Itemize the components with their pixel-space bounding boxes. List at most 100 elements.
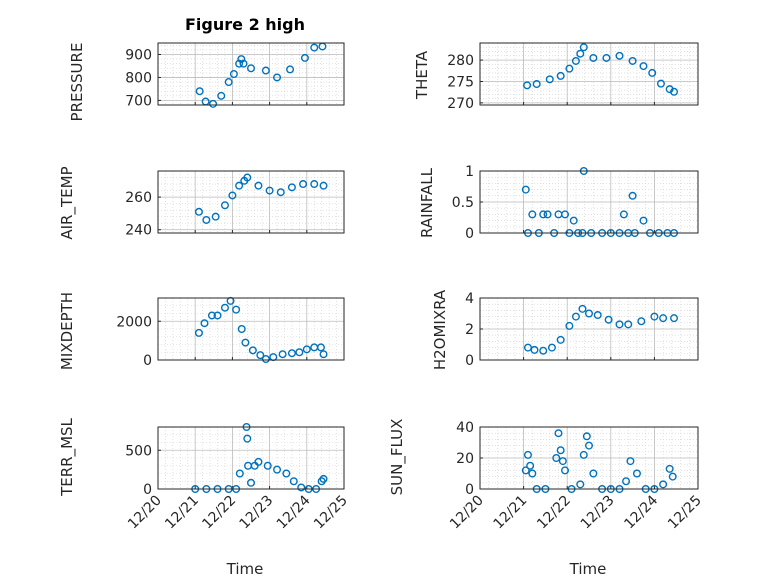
data-point [256, 351, 265, 360]
data-point [637, 317, 646, 326]
axes-box [157, 170, 345, 234]
data-point [565, 64, 574, 73]
data-point [310, 180, 319, 189]
data-point [604, 315, 613, 324]
data-point [213, 311, 222, 320]
y-tick-label: 4 [465, 291, 474, 307]
axes-air-temp: AIR_TEMP 240 260 [58, 166, 345, 240]
data-point [265, 186, 274, 195]
data-point [232, 305, 241, 314]
data-point [571, 312, 580, 321]
data-point [558, 457, 567, 466]
data-point [297, 483, 306, 492]
data-point [545, 75, 554, 84]
x-tick-label: 12/23 [237, 493, 277, 533]
data-point [202, 215, 211, 224]
data-point [626, 457, 635, 466]
y-tick-label: 2 [465, 322, 474, 338]
data-point [235, 181, 244, 190]
y-tick-label: 1 [465, 164, 474, 180]
data-point [552, 454, 561, 463]
ylabel-sun-flux: SUN_FLUX [388, 419, 407, 496]
data-point [593, 311, 602, 320]
data-point [539, 210, 548, 219]
axes-box [479, 42, 699, 106]
data-point [241, 338, 250, 347]
y-tick-label: 20 [456, 451, 474, 467]
figure-title: Figure 2 high [185, 15, 305, 34]
xlabel-left: Time [226, 560, 264, 578]
data-point [585, 441, 594, 450]
data-point [229, 69, 238, 78]
ylabel-pressure: PRESSURE [68, 43, 86, 122]
data-point [239, 59, 248, 68]
data-point [273, 73, 282, 82]
data-point [211, 212, 220, 221]
axes-mixdepth: MIXDEPTH 0 2000 [58, 292, 345, 370]
data-point [287, 349, 296, 358]
data-point [195, 87, 204, 96]
data-point [276, 188, 285, 197]
data-point [556, 446, 565, 455]
data-point [254, 457, 263, 466]
data-point [526, 461, 535, 470]
data-point [665, 464, 674, 473]
data-point [319, 350, 328, 359]
data-point [310, 43, 319, 52]
data-point [585, 309, 594, 318]
data-point [659, 314, 668, 323]
data-point [261, 355, 270, 364]
data-point [576, 49, 585, 58]
y-tick-label: 275 [447, 74, 474, 90]
axes-h2omixra: H2OMIXRA 0 2 4 [431, 289, 699, 370]
data-point [295, 348, 304, 357]
data-point [243, 173, 252, 182]
xlabel-right: Time [569, 560, 607, 578]
data-point [554, 429, 563, 438]
axes-background [480, 43, 698, 105]
data-point [547, 343, 556, 352]
x-tick-label: 12/25 [311, 493, 351, 533]
data-point [243, 434, 252, 443]
data-point [287, 183, 296, 192]
data-point [639, 216, 648, 225]
data-point [530, 345, 539, 354]
data-point [589, 53, 598, 62]
data-point [209, 99, 218, 108]
ylabel-h2omixra: H2OMIXRA [431, 289, 449, 370]
axes-box [479, 297, 699, 361]
data-point [578, 304, 587, 313]
data-point [263, 461, 272, 470]
axes-rainfall: RAINFALL 0 0.5 1 [418, 164, 699, 242]
data-point [539, 346, 548, 355]
data-point [521, 185, 530, 194]
data-point [565, 321, 574, 330]
y-tick-label: 0 [143, 353, 152, 369]
data-point [319, 474, 328, 483]
y-tick-label: 0 [465, 226, 474, 242]
data-point [289, 477, 298, 486]
data-point [561, 466, 570, 475]
ylabel-rainfall: RAINFALL [418, 167, 436, 238]
data-point [659, 480, 668, 489]
data-point [656, 79, 665, 88]
data-point [273, 465, 282, 474]
y-tick-label: 2000 [116, 314, 152, 330]
data-point [235, 469, 244, 478]
data-point [532, 80, 541, 89]
ylabel-air-temp: AIR_TEMP [58, 166, 77, 239]
data-point [556, 71, 565, 80]
axes-box [157, 426, 345, 490]
data-point [670, 87, 679, 96]
data-point [670, 314, 679, 323]
data-point [622, 477, 631, 486]
y-tick-label: 0 [465, 353, 474, 369]
data-point [300, 53, 309, 62]
data-point [319, 181, 328, 190]
data-point [246, 478, 255, 487]
x-tick-label: 12/22 [534, 493, 574, 533]
data-point [650, 312, 659, 321]
y-tick-label: 0 [143, 482, 152, 498]
data-point [220, 201, 229, 210]
